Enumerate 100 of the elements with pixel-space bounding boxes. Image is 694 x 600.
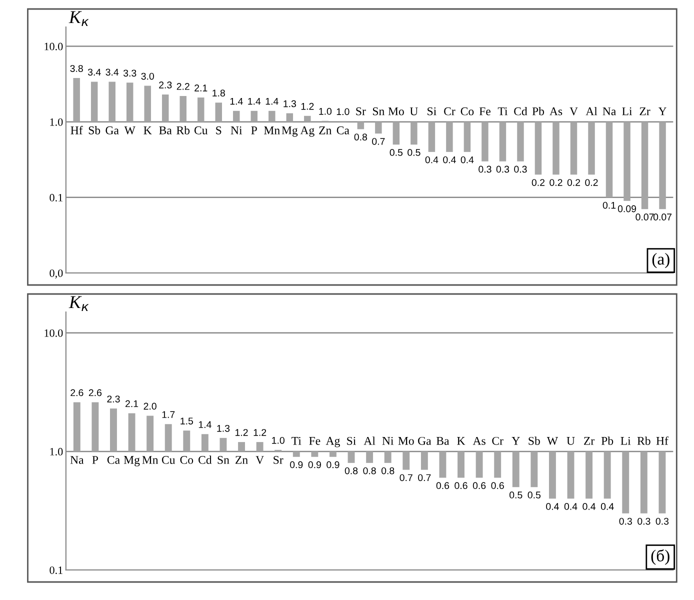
- x-tick-label: Ti: [292, 436, 302, 445]
- x-tick-label: Cd: [198, 456, 212, 464]
- x-tick-label: Mo: [398, 437, 414, 445]
- data-label: 0.8: [354, 134, 368, 140]
- bar: [494, 451, 502, 478]
- data-label: 0.4: [443, 156, 456, 164]
- x-tick-label: Zn: [319, 126, 332, 134]
- bar: [304, 116, 311, 122]
- x-tick-label: Ba: [436, 437, 450, 445]
- x-tick-label: W: [546, 437, 558, 445]
- bar: [606, 122, 613, 198]
- x-tick-label: V: [256, 456, 264, 464]
- data-label: 0.6: [491, 482, 504, 490]
- bar: [392, 122, 400, 145]
- x-tick-label: Sn: [218, 456, 230, 464]
- x-tick-label: Al: [364, 436, 376, 445]
- y-tick-label: 10.0: [44, 329, 63, 337]
- x-tick-label: Si: [428, 107, 436, 116]
- bar: [375, 122, 382, 134]
- data-label: 0.5: [528, 492, 541, 498]
- data-label: 0.3: [478, 166, 492, 173]
- x-tick-label: Ca: [107, 456, 120, 464]
- data-label: 1.0: [336, 108, 350, 116]
- x-tick-label: Ba: [159, 126, 172, 134]
- data-label: 0.7: [418, 474, 431, 482]
- x-tick-label: Na: [70, 456, 84, 464]
- bar: [604, 451, 611, 499]
- bar: [268, 110, 276, 122]
- x-tick-label: W: [124, 126, 136, 134]
- x-tick-label: P: [92, 456, 98, 464]
- x-tick-label: Y: [512, 437, 520, 445]
- x-tick-label: Sb: [88, 126, 100, 134]
- bar: [410, 122, 418, 145]
- bar: [92, 402, 99, 452]
- data-label: 0.2: [567, 179, 580, 186]
- data-label: 0.3: [496, 166, 510, 173]
- x-tick-label: Hf: [656, 436, 668, 445]
- bar: [348, 451, 355, 463]
- bar: [146, 416, 154, 452]
- data-label: 0.4: [425, 156, 438, 164]
- x-tick-label: Si: [347, 436, 356, 445]
- x-tick-label: Mo: [388, 107, 404, 116]
- data-label: 2.0: [144, 402, 156, 410]
- data-label: 0.1: [602, 202, 616, 209]
- bar: [567, 451, 574, 499]
- bar: [499, 122, 506, 162]
- data-label: 0.9: [308, 461, 321, 468]
- bar: [233, 110, 240, 122]
- data-label: 0.5: [390, 149, 403, 156]
- data-label: 0.8: [344, 467, 358, 474]
- bar: [144, 86, 151, 122]
- data-label: 0.07: [636, 214, 654, 220]
- data-label: 1.0: [319, 108, 332, 115]
- data-label: 1.5: [180, 418, 193, 424]
- x-tick-label: Sr: [356, 107, 366, 116]
- bar: [658, 451, 666, 514]
- data-label: 1.7: [162, 411, 175, 418]
- x-tick-label: Li: [620, 436, 631, 445]
- bar: [183, 430, 190, 452]
- bar: [641, 122, 648, 210]
- bar: [198, 98, 204, 122]
- data-label: 0.4: [582, 503, 596, 510]
- x-tick-label: Li: [622, 107, 632, 116]
- x-tick-label: Sn: [372, 107, 384, 116]
- data-label: 2.1: [126, 400, 138, 408]
- x-tick-label: Mn: [142, 456, 158, 464]
- data-label: 1.4: [248, 98, 261, 105]
- bar: [530, 451, 538, 488]
- x-tick-label: Zr: [584, 437, 595, 445]
- data-label: 1.2: [236, 429, 248, 436]
- data-label: 0.3: [619, 518, 632, 525]
- x-tick-label: Na: [602, 107, 616, 116]
- x-tick-label: K: [144, 126, 152, 134]
- bar: [126, 82, 134, 122]
- bar: [482, 122, 488, 162]
- bar: [534, 122, 542, 175]
- y-tick-label: 0.1: [50, 194, 62, 202]
- x-tick-label: K: [457, 437, 466, 445]
- data-label: 0.09: [618, 205, 636, 212]
- x-tick-label: Rb: [637, 436, 650, 445]
- bar: [215, 102, 222, 122]
- x-tick-label: Ti: [498, 107, 508, 116]
- bar: [357, 122, 364, 130]
- data-label: 2.3: [107, 396, 120, 402]
- x-tick-label: Fe: [309, 437, 320, 445]
- x-tick-label: Y: [658, 107, 666, 116]
- bar: [552, 122, 560, 175]
- data-label: 0.2: [550, 179, 562, 186]
- bar: [439, 451, 446, 478]
- x-tick-label: Rb: [176, 126, 190, 134]
- x-tick-label: V: [570, 107, 578, 116]
- bar: [420, 451, 428, 470]
- data-label: 0.3: [514, 166, 527, 173]
- x-tick-label: Ni: [230, 126, 242, 134]
- bar: [128, 413, 136, 452]
- data-label: 0.8: [381, 467, 394, 474]
- bar: [256, 442, 264, 452]
- data-label: 0.9: [326, 461, 340, 468]
- annotation: (a): [652, 252, 670, 268]
- y-axis-title: K$_{к}$: [68, 11, 89, 26]
